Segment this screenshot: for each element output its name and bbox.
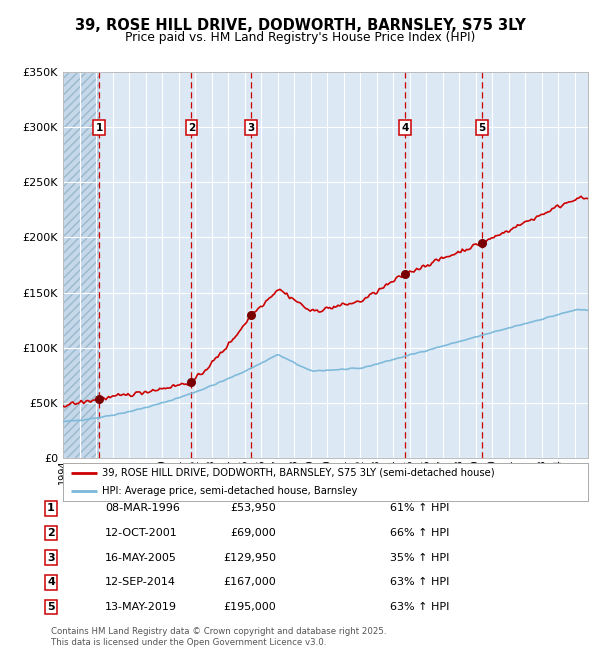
Text: 1: 1 — [47, 503, 55, 514]
Text: 5: 5 — [47, 602, 55, 612]
Text: £129,950: £129,950 — [223, 552, 276, 563]
Text: 4: 4 — [47, 577, 55, 588]
Text: 2: 2 — [188, 123, 195, 133]
Text: 63% ↑ HPI: 63% ↑ HPI — [390, 577, 449, 588]
Text: 16-MAY-2005: 16-MAY-2005 — [105, 552, 177, 563]
Text: 12-SEP-2014: 12-SEP-2014 — [105, 577, 176, 588]
Text: 35% ↑ HPI: 35% ↑ HPI — [390, 552, 449, 563]
Text: 08-MAR-1996: 08-MAR-1996 — [105, 503, 180, 514]
Text: 39, ROSE HILL DRIVE, DODWORTH, BARNSLEY, S75 3LY: 39, ROSE HILL DRIVE, DODWORTH, BARNSLEY,… — [74, 18, 526, 33]
Text: 39, ROSE HILL DRIVE, DODWORTH, BARNSLEY, S75 3LY (semi-detached house): 39, ROSE HILL DRIVE, DODWORTH, BARNSLEY,… — [103, 468, 495, 478]
Text: 2: 2 — [47, 528, 55, 538]
Text: Contains HM Land Registry data © Crown copyright and database right 2025.
This d: Contains HM Land Registry data © Crown c… — [51, 627, 386, 647]
Text: £53,950: £53,950 — [230, 503, 276, 514]
Text: 3: 3 — [247, 123, 254, 133]
Text: £69,000: £69,000 — [230, 528, 276, 538]
Text: 63% ↑ HPI: 63% ↑ HPI — [390, 602, 449, 612]
Text: 1: 1 — [95, 123, 103, 133]
Text: 5: 5 — [478, 123, 485, 133]
Bar — [63, 72, 99, 458]
Text: £167,000: £167,000 — [223, 577, 276, 588]
Text: 12-OCT-2001: 12-OCT-2001 — [105, 528, 178, 538]
Text: HPI: Average price, semi-detached house, Barnsley: HPI: Average price, semi-detached house,… — [103, 486, 358, 496]
Text: 61% ↑ HPI: 61% ↑ HPI — [390, 503, 449, 514]
Text: 3: 3 — [47, 552, 55, 563]
Text: 66% ↑ HPI: 66% ↑ HPI — [390, 528, 449, 538]
Text: 13-MAY-2019: 13-MAY-2019 — [105, 602, 177, 612]
Text: 4: 4 — [401, 123, 409, 133]
Text: £195,000: £195,000 — [223, 602, 276, 612]
Text: Price paid vs. HM Land Registry's House Price Index (HPI): Price paid vs. HM Land Registry's House … — [125, 31, 475, 44]
